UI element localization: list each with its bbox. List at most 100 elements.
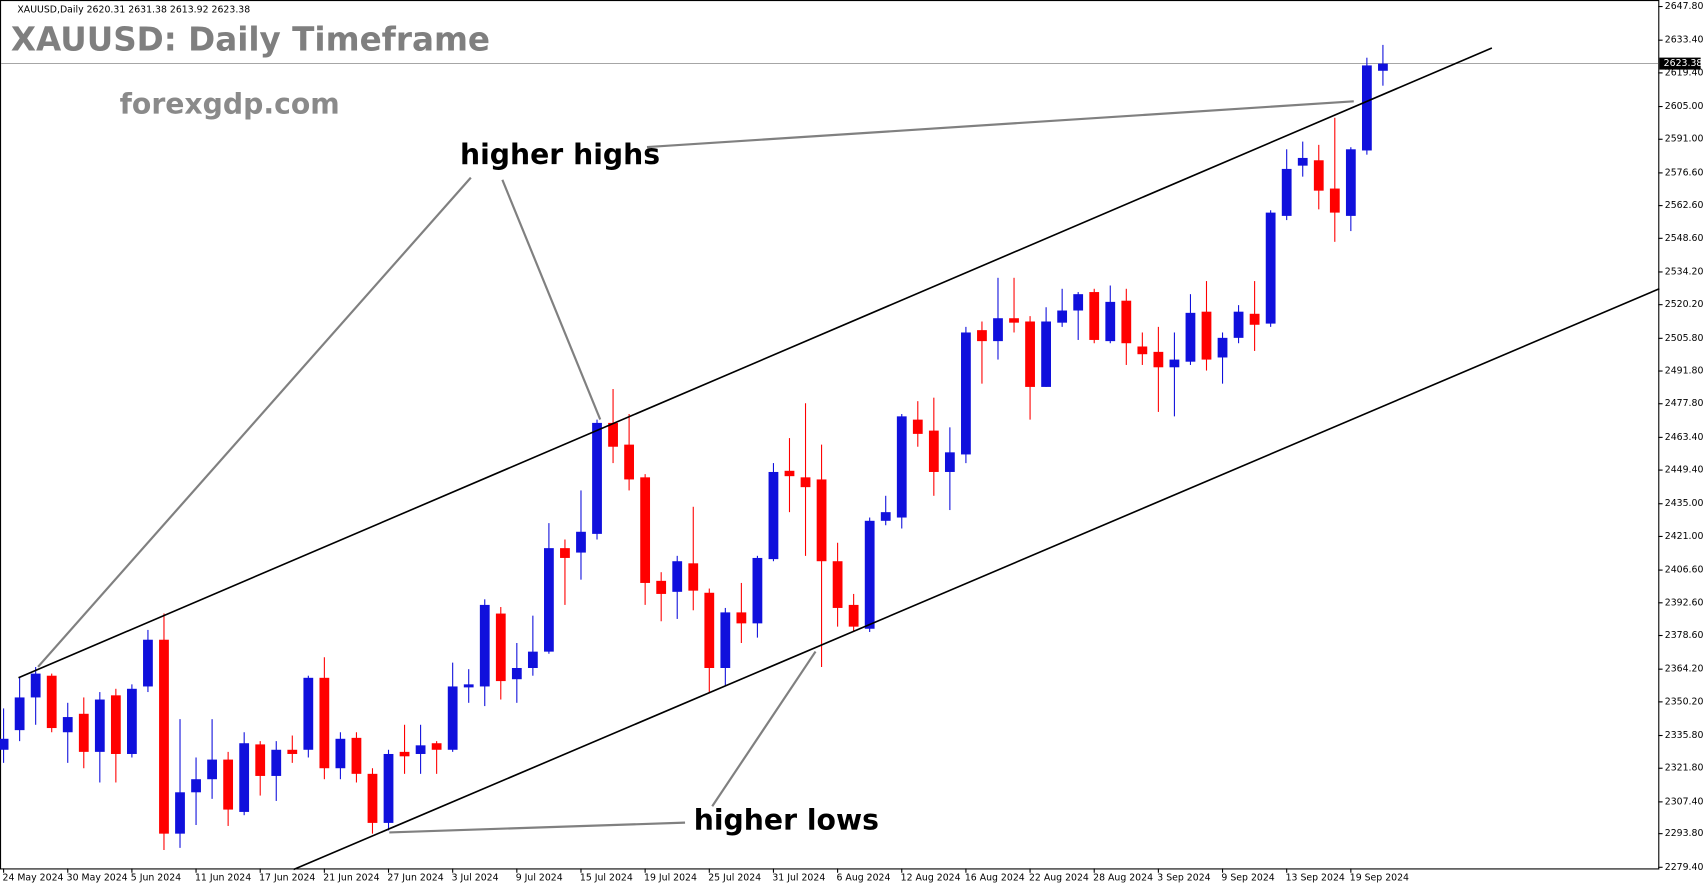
candle-body: [271, 749, 282, 776]
candle-body: [46, 675, 57, 729]
x-tick-label: 31 Jul 2024: [772, 873, 825, 884]
y-tick-label: 2435.00: [1665, 498, 1704, 509]
y-tick-label: 2520.20: [1665, 299, 1704, 310]
candle-body: [848, 604, 859, 627]
x-tick-label: 9 Jul 2024: [516, 873, 563, 884]
x-tick-label: 25 Jul 2024: [708, 873, 761, 884]
pointer-line: [37, 176, 472, 668]
candle-body: [576, 531, 586, 553]
candle-body: [993, 318, 1003, 342]
candle-body: [143, 639, 153, 687]
candle-body: [1233, 311, 1244, 338]
candle-body: [383, 753, 394, 823]
x-tick-label: 12 Aug 2024: [901, 873, 961, 884]
y-tick-label: 2562.60: [1665, 200, 1704, 211]
y-tick-label: 2505.80: [1665, 333, 1704, 344]
candle-body: [351, 737, 362, 774]
last-price-label: 2623.38: [1664, 58, 1703, 69]
candle-body: [880, 512, 891, 521]
candle-body: [447, 686, 458, 750]
pointer-line: [501, 179, 602, 420]
candle-body: [1281, 168, 1292, 216]
y-tick-label: 2321.80: [1665, 763, 1704, 774]
y-tick-label: 2591.00: [1665, 134, 1704, 145]
y-tick-label: 2576.60: [1665, 167, 1704, 178]
candle-body: [319, 677, 330, 769]
y-tick-label: 2548.60: [1665, 233, 1704, 244]
candle-body: [640, 477, 651, 583]
candle-body: [768, 471, 779, 560]
candle-body: [30, 673, 41, 698]
candle-body: [223, 759, 234, 810]
candle-body: [495, 613, 506, 682]
upper-channel-line: [18, 47, 1493, 679]
y-tick-label: 2647.80: [1665, 1, 1704, 12]
candle-body: [1041, 321, 1051, 387]
candle-body: [94, 699, 105, 752]
x-tick-label: 28 Aug 2024: [1093, 873, 1153, 884]
candle-body: [624, 444, 634, 480]
candle-body: [1345, 149, 1356, 216]
candle-body: [463, 684, 474, 688]
candle-body: [1169, 359, 1180, 368]
lower-channel-line: [293, 287, 1660, 871]
pointer-line: [389, 821, 686, 834]
x-tick-label: 13 Sep 2024: [1286, 873, 1345, 884]
candle-body: [110, 695, 121, 754]
pointer-line: [646, 100, 1354, 149]
candle-body: [78, 713, 89, 752]
candle-body: [1201, 311, 1212, 360]
candle-body: [1009, 318, 1019, 323]
candle-body: [255, 744, 266, 776]
x-tick-label: 27 Jun 2024: [387, 873, 443, 884]
y-tick-label: 2605.00: [1665, 101, 1704, 112]
candle-body: [1313, 160, 1324, 191]
y-tick-label: 2378.60: [1665, 630, 1704, 641]
candle-body: [1361, 65, 1372, 151]
candle-body: [1105, 301, 1116, 342]
candle-body: [1265, 212, 1276, 324]
candle-body: [912, 419, 923, 434]
annotation-lines: [18, 47, 1660, 871]
annotation: higher highs: [460, 138, 660, 171]
candle-body: [928, 430, 939, 472]
candle-body: [1057, 310, 1068, 323]
candle-body: [816, 479, 827, 562]
plot-frame: [0, 0, 1660, 870]
y-tick-label: 2293.80: [1665, 828, 1704, 839]
chart-title: XAUUSD: Daily Timeframe: [11, 20, 490, 58]
candle-body: [1121, 300, 1132, 344]
x-tick-label: 6 Aug 2024: [837, 873, 891, 884]
candle-body: [977, 330, 987, 342]
candle-body: [415, 745, 426, 754]
candle-body: [1153, 351, 1164, 368]
candle-body: [864, 520, 875, 629]
candle-body: [0, 738, 9, 750]
x-tick-label: 17 Jun 2024: [259, 873, 315, 884]
last-price-box: [1659, 57, 1701, 70]
x-tick-label: 16 Aug 2024: [965, 873, 1025, 884]
candle-body: [704, 592, 715, 668]
candle-body: [207, 759, 217, 780]
x-tick-label: 9 Sep 2024: [1221, 873, 1274, 884]
candle-body: [239, 743, 250, 812]
x-tick-label: 15 Jul 2024: [580, 873, 633, 884]
x-tick-label: 19 Sep 2024: [1350, 873, 1409, 884]
y-tick-label: 2392.60: [1665, 597, 1704, 608]
candle-body: [1185, 312, 1196, 362]
candle-body: [544, 548, 554, 652]
candle-body: [479, 604, 490, 687]
x-tick-label: 3 Jul 2024: [452, 873, 499, 884]
candle-body: [1089, 292, 1100, 340]
candle-body: [14, 697, 25, 731]
y-tick-label: 2491.80: [1665, 366, 1704, 377]
candle-body: [592, 422, 602, 534]
x-tick-label: 19 Jul 2024: [644, 873, 697, 884]
candle-body: [1249, 313, 1260, 325]
y-tick-label: 2633.40: [1665, 35, 1704, 46]
y-tick-label: 2534.20: [1665, 266, 1704, 277]
candle-body: [1378, 63, 1388, 71]
candle-body: [832, 561, 843, 608]
